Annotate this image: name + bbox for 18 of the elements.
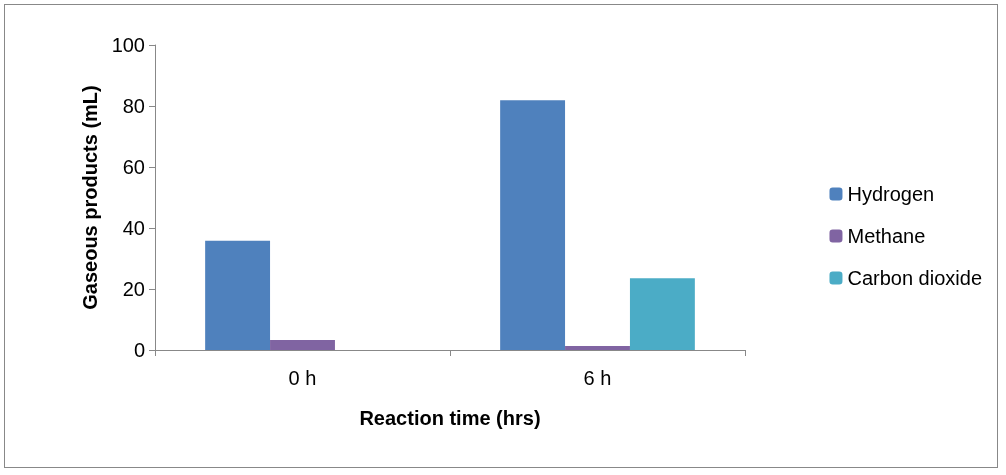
y-tick-label: 20	[122, 278, 145, 300]
bar	[629, 278, 695, 350]
legend-label: Methane	[847, 225, 926, 247]
x-tick-label: 6 h	[583, 367, 612, 389]
bar	[205, 240, 271, 350]
bar	[500, 100, 566, 350]
x-axis-title: Reaction time (hrs)	[359, 407, 541, 429]
bar	[565, 346, 630, 350]
x-tick-label: 0 h	[288, 367, 317, 389]
y-tick-label: 60	[122, 156, 145, 178]
y-tick-label: 100	[111, 34, 145, 56]
y-tick-label: 40	[122, 217, 145, 239]
bar	[270, 339, 335, 350]
y-tick-label: 0	[133, 339, 145, 361]
legend-label: Carbon dioxide	[847, 267, 982, 289]
y-axis-title: Gaseous products (mL)	[79, 85, 101, 310]
legend-label: Hydrogen	[847, 183, 935, 205]
y-tick-label: 80	[122, 95, 145, 117]
